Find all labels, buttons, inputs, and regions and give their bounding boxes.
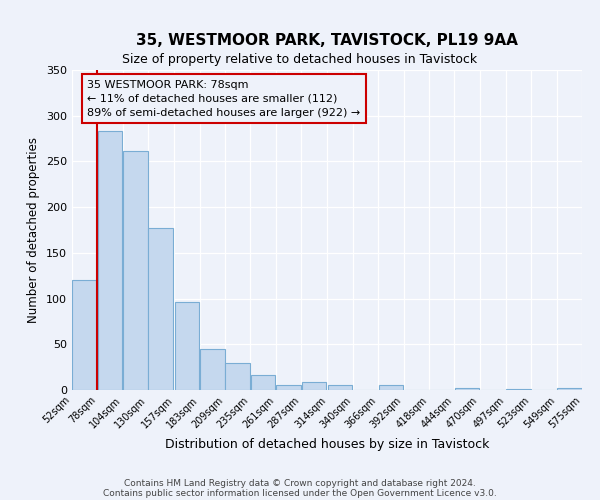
Bar [251,376,275,390]
Bar [557,388,581,390]
Y-axis label: Number of detached properties: Number of detached properties [28,137,40,323]
Bar [148,228,173,390]
Text: Contains HM Land Registry data © Crown copyright and database right 2024.: Contains HM Land Registry data © Crown c… [124,478,476,488]
Bar [175,302,199,390]
X-axis label: Distribution of detached houses by size in Tavistock: Distribution of detached houses by size … [165,438,489,451]
Bar [200,349,225,390]
Text: 35 WESTMOOR PARK: 78sqm
← 11% of detached houses are smaller (112)
89% of semi-d: 35 WESTMOOR PARK: 78sqm ← 11% of detache… [88,80,361,118]
Bar [302,382,326,390]
Bar [123,152,148,390]
Bar [98,132,122,390]
Bar [328,386,352,390]
Title: 35, WESTMOOR PARK, TAVISTOCK, PL19 9AA: 35, WESTMOOR PARK, TAVISTOCK, PL19 9AA [136,33,518,48]
Text: Contains public sector information licensed under the Open Government Licence v3: Contains public sector information licen… [103,488,497,498]
Bar [226,364,250,390]
Bar [455,388,479,390]
Bar [506,389,531,390]
Bar [379,386,403,390]
Bar [73,280,97,390]
Text: Size of property relative to detached houses in Tavistock: Size of property relative to detached ho… [122,52,478,66]
Bar [276,386,301,390]
